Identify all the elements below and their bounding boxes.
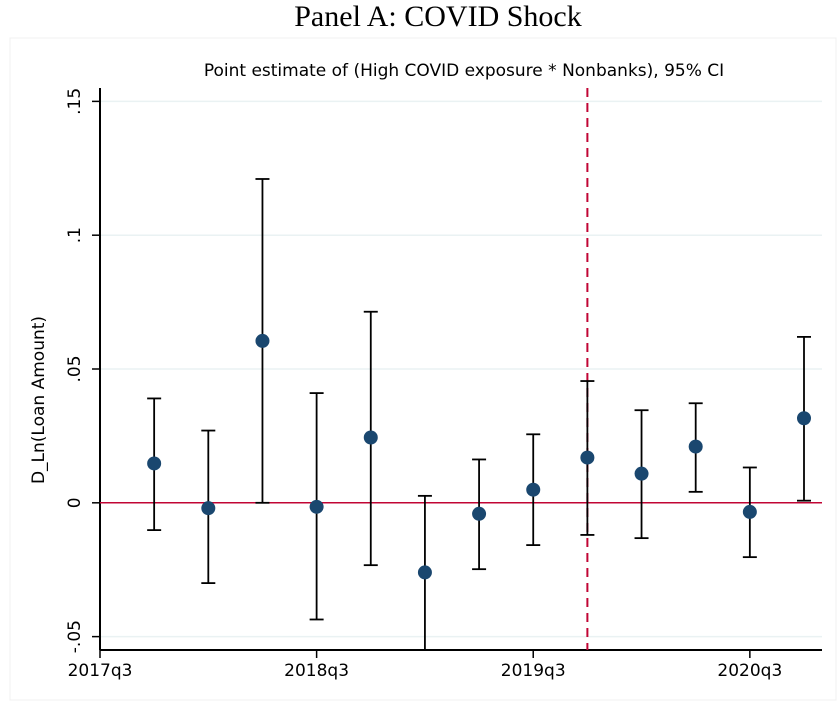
x-tick-label: 2017q3 <box>68 661 133 681</box>
chart-subtitle: Point estimate of (High COVID exposure *… <box>204 61 724 81</box>
point-estimate <box>688 439 703 454</box>
point-estimate <box>742 504 757 519</box>
point-estimate <box>201 501 216 516</box>
point-estimate <box>472 506 487 521</box>
y-tick-label: 0 <box>65 497 85 508</box>
point-estimate <box>634 466 649 481</box>
point-estimate <box>526 482 541 497</box>
point-estimate <box>580 450 595 465</box>
y-tick-label: .15 <box>65 88 85 115</box>
y-tick-label: .1 <box>65 227 85 243</box>
y-axis-label: D_Ln(Loan Amount) <box>29 316 49 484</box>
chart-title: Panel A: COVID Shock <box>294 0 582 33</box>
x-tick-label: 2018q3 <box>284 661 349 681</box>
point-estimate <box>255 333 270 348</box>
x-tick-label: 2019q3 <box>501 661 566 681</box>
point-estimate <box>797 411 811 426</box>
point-estimate <box>309 499 324 514</box>
y-tick-label: -.05 <box>65 620 85 653</box>
y-tick-label: .05 <box>65 355 85 382</box>
point-estimate <box>147 456 162 471</box>
point-estimate <box>417 565 432 580</box>
point-estimate <box>363 430 378 445</box>
x-tick-label: 2020q3 <box>717 661 782 681</box>
